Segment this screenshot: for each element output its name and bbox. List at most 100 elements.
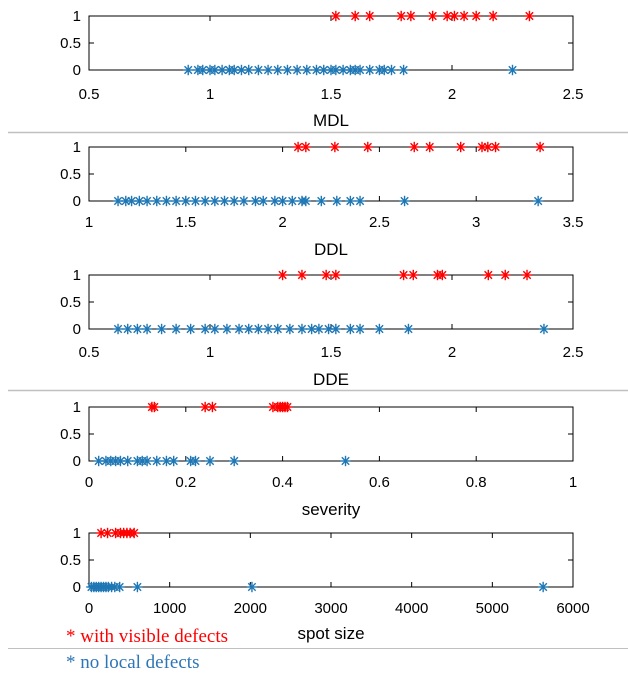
marker-stroke xyxy=(210,324,220,334)
data-point xyxy=(354,323,366,335)
data-point xyxy=(379,64,390,76)
x-tick-label: 6000 xyxy=(556,600,589,617)
marker-stroke xyxy=(307,324,316,334)
marker-stroke xyxy=(410,142,419,152)
data-point xyxy=(209,64,221,76)
series-with-defects xyxy=(330,10,535,22)
marker-stroke xyxy=(355,324,365,334)
marker-stroke xyxy=(301,142,311,152)
data-point xyxy=(532,195,544,207)
marker-stroke xyxy=(387,65,396,75)
marker-stroke xyxy=(425,142,434,152)
data-point xyxy=(362,141,373,153)
x-tick-label: 2 xyxy=(278,214,286,231)
marker-stroke xyxy=(538,582,548,592)
data-point xyxy=(330,269,342,281)
marker-stroke xyxy=(123,456,132,466)
marker-stroke xyxy=(217,65,227,75)
marker-stroke xyxy=(317,196,326,206)
x-tick-label: 2 xyxy=(448,86,456,103)
marker-stroke xyxy=(270,196,280,206)
marker-stroke xyxy=(162,456,171,466)
marker-stroke xyxy=(365,11,374,21)
marker-stroke xyxy=(191,456,200,466)
data-point xyxy=(229,195,240,207)
data-point xyxy=(364,10,375,22)
marker-stroke xyxy=(113,196,123,206)
x-tick-label: 1.5 xyxy=(321,86,342,103)
data-point xyxy=(132,323,143,335)
marker-stroke xyxy=(406,11,416,21)
marker-stroke xyxy=(331,11,341,21)
marker-stroke xyxy=(321,270,331,280)
marker-stroke xyxy=(332,196,342,206)
marker-stroke xyxy=(129,528,139,538)
x-tick-label: 2.5 xyxy=(563,344,584,361)
data-point xyxy=(238,195,250,207)
x-tick-label: 0.5 xyxy=(79,86,100,103)
data-point xyxy=(272,64,283,76)
data-point xyxy=(253,64,264,76)
marker-stroke xyxy=(484,270,493,280)
marker-stroke xyxy=(428,11,437,21)
data-point xyxy=(398,269,409,281)
y-tick-label: 0.5 xyxy=(60,552,81,569)
panel-dde: 0.5 1 1.5 2 2.5 0 0.5 1 DDE xyxy=(60,267,583,389)
data-point xyxy=(209,323,221,335)
marker-stroke xyxy=(404,324,413,334)
marker-stroke xyxy=(319,65,328,75)
data-point xyxy=(350,10,361,22)
series-no-defects xyxy=(93,455,351,467)
marker-stroke xyxy=(331,65,341,75)
data-point xyxy=(403,323,414,335)
marker-stroke xyxy=(472,11,481,21)
data-point xyxy=(330,323,342,335)
data-point xyxy=(185,323,196,335)
data-point xyxy=(277,269,288,281)
data-point xyxy=(398,64,409,76)
data-point xyxy=(329,141,341,153)
data-point xyxy=(487,10,499,22)
y-tick-label: 0.5 xyxy=(60,294,81,311)
marker-stroke xyxy=(450,11,459,21)
x-tick-label: 2.5 xyxy=(369,214,390,231)
marker-stroke xyxy=(314,324,324,334)
marker-stroke xyxy=(535,142,545,152)
marker-stroke xyxy=(191,196,200,206)
marker-stroke xyxy=(491,142,500,152)
axes-box xyxy=(88,146,574,202)
marker-stroke xyxy=(135,196,144,206)
y-tick-label: 0 xyxy=(73,321,81,338)
marker-stroke xyxy=(297,270,307,280)
marker-stroke xyxy=(346,324,355,334)
data-point xyxy=(340,455,351,467)
y-tick-label: 0 xyxy=(73,453,81,470)
data-point xyxy=(500,269,511,281)
x-tick-label: 1 xyxy=(85,214,93,231)
marker-stroke xyxy=(438,270,447,280)
x-tick-label: 0.2 xyxy=(175,474,196,491)
x-tick-label: 1.5 xyxy=(175,214,196,231)
x-tick-label: 3.5 xyxy=(563,214,584,231)
marker-stroke xyxy=(283,65,292,75)
x-tick-label: 1 xyxy=(569,474,577,491)
marker-stroke xyxy=(210,65,220,75)
data-point xyxy=(507,64,518,76)
data-point xyxy=(449,10,460,22)
marker-stroke xyxy=(230,456,239,466)
marker-stroke xyxy=(508,65,517,75)
data-point xyxy=(490,141,501,153)
data-point xyxy=(408,269,419,281)
marker-stroke xyxy=(330,142,340,152)
data-point xyxy=(386,64,397,76)
marker-stroke xyxy=(355,196,365,206)
marker-stroke xyxy=(341,456,350,466)
panel-mdl: 0.5 1 1.5 2 2.5 0 0.5 1 MDL xyxy=(60,8,583,130)
data-point xyxy=(204,455,216,467)
x-axis-label: spot size xyxy=(297,624,364,643)
data-point xyxy=(330,10,342,22)
data-point xyxy=(282,64,293,76)
data-point xyxy=(300,195,312,207)
x-tick-label: 0.6 xyxy=(369,474,390,491)
